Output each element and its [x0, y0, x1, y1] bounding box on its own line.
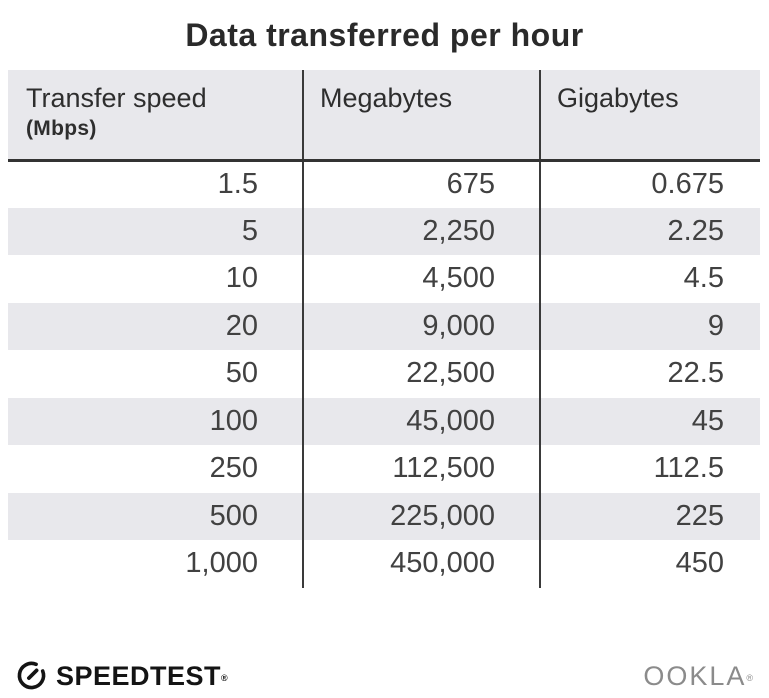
registered-mark-icon: ® — [221, 672, 229, 683]
cell-megabytes: 9,000 — [302, 302, 540, 350]
header-gigabytes: Gigabytes — [539, 70, 760, 162]
table-header: Transfer speed (Mbps) Megabytes Gigabyte… — [8, 70, 760, 162]
header-transfer-speed: Transfer speed (Mbps) — [8, 70, 303, 162]
cell-gigabytes: 45 — [539, 397, 760, 445]
cell-megabytes: 22,500 — [302, 350, 540, 398]
header-megabytes: Megabytes — [302, 70, 540, 162]
cell-gigabytes: 450 — [539, 540, 760, 588]
cell-megabytes: 45,000 — [302, 397, 540, 445]
cell-gigabytes: 225 — [539, 492, 760, 540]
table-row: 1.5 675 0.675 — [8, 160, 760, 208]
table-row: 50 22,500 22.5 — [8, 350, 760, 398]
data-table: Transfer speed (Mbps) Megabytes Gigabyte… — [8, 70, 760, 588]
table-row: 10 4,500 4.5 — [8, 255, 760, 303]
speedtest-logo: SPEEDTEST® — [16, 660, 228, 691]
table-body: 1.5 675 0.675 5 2,250 2.25 10 4,500 4.5 … — [8, 160, 760, 588]
cell-speed: 1,000 — [185, 547, 258, 580]
cell-megabytes: 450,000 — [302, 540, 540, 588]
cell-megabytes: 112,500 — [302, 445, 540, 493]
table-row: 500 225,000 225 — [8, 492, 760, 540]
cell-speed: 100 — [209, 404, 258, 437]
table-row: 20 9,000 9 — [8, 302, 760, 350]
cell-megabytes: 675 — [302, 160, 540, 208]
header-row: Transfer speed (Mbps) Megabytes Gigabyte… — [8, 70, 760, 162]
speedtest-gauge-icon — [16, 660, 47, 691]
cell-megabytes: 225,000 — [302, 492, 540, 540]
table-row: 100 45,000 45 — [8, 397, 760, 445]
table-row: 5 2,250 2.25 — [8, 207, 760, 255]
cell-gigabytes: 2.25 — [539, 207, 760, 255]
cell-gigabytes: 0.675 — [539, 160, 760, 208]
cell-speed: 10 — [225, 262, 258, 295]
cell-speed: 1.5 — [217, 168, 258, 200]
footer: SPEEDTEST® OOKLA® — [16, 660, 755, 691]
cell-speed: 500 — [209, 499, 258, 532]
table-row: 250 112,500 112.5 — [8, 445, 760, 493]
ookla-logo: OOKLA® — [643, 660, 755, 691]
cell-speed: 250 — [209, 452, 258, 485]
registered-mark-icon: ® — [746, 672, 755, 683]
cell-megabytes: 2,250 — [302, 207, 540, 255]
header-mbps-sublabel: (Mbps) — [26, 117, 97, 140]
cell-speed: 50 — [225, 357, 258, 390]
cell-megabytes: 4,500 — [302, 255, 540, 303]
table-row: 1,000 450,000 450 — [8, 540, 760, 588]
cell-gigabytes: 9 — [539, 302, 760, 350]
speedtest-wordmark: SPEEDTEST® — [56, 660, 229, 691]
cell-gigabytes: 4.5 — [539, 255, 760, 303]
cell-gigabytes: 112.5 — [539, 445, 760, 493]
cell-speed: 20 — [225, 309, 258, 342]
cell-gigabytes: 22.5 — [539, 350, 760, 398]
header-transfer-speed-label: Transfer speed — [26, 83, 207, 113]
page-title: Data transferred per hour — [185, 17, 584, 53]
cell-speed: 5 — [241, 214, 258, 247]
